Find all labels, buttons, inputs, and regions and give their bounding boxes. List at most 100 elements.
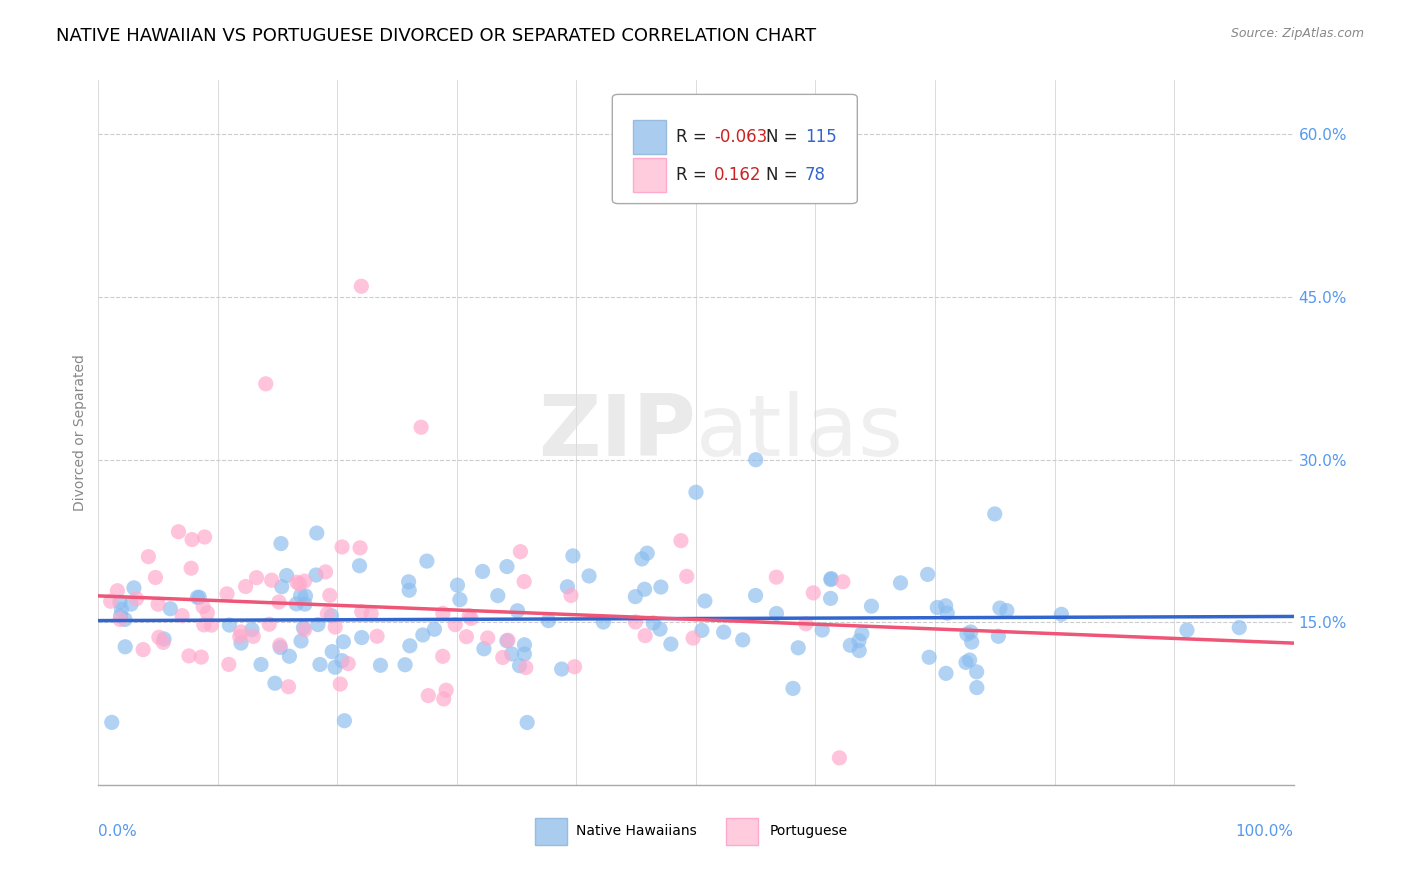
Point bbox=[110, 602, 132, 616]
Point bbox=[820, 591, 842, 606]
Point bbox=[200, 618, 222, 632]
Point bbox=[260, 573, 283, 587]
Point bbox=[1050, 607, 1073, 622]
Point bbox=[935, 599, 957, 613]
Point bbox=[242, 629, 264, 643]
Point bbox=[264, 676, 287, 690]
Point bbox=[416, 554, 439, 568]
Point bbox=[180, 561, 202, 575]
Point bbox=[659, 637, 682, 651]
Text: N =: N = bbox=[766, 128, 803, 145]
Point bbox=[782, 681, 804, 696]
Point bbox=[398, 583, 420, 598]
Text: N =: N = bbox=[766, 167, 803, 185]
Point bbox=[152, 635, 174, 649]
Point bbox=[434, 683, 457, 698]
Point bbox=[918, 650, 941, 665]
Point bbox=[966, 681, 988, 695]
Point bbox=[955, 656, 977, 670]
Point bbox=[215, 587, 238, 601]
Point bbox=[108, 613, 131, 627]
Point bbox=[350, 605, 373, 619]
Text: ZIP: ZIP bbox=[538, 391, 696, 475]
Point bbox=[218, 618, 240, 632]
Point bbox=[564, 659, 586, 673]
Point bbox=[195, 606, 218, 620]
Point bbox=[811, 623, 834, 637]
Point bbox=[337, 657, 360, 671]
Point bbox=[148, 630, 170, 644]
Text: atlas: atlas bbox=[696, 391, 904, 475]
Point bbox=[418, 689, 440, 703]
Point bbox=[309, 657, 332, 672]
Point bbox=[537, 614, 560, 628]
Point bbox=[186, 591, 208, 605]
Point bbox=[624, 590, 647, 604]
Point bbox=[631, 552, 654, 566]
Text: 0.0%: 0.0% bbox=[98, 823, 138, 838]
Point bbox=[432, 607, 454, 621]
Point bbox=[560, 589, 582, 603]
Point bbox=[270, 580, 292, 594]
Point bbox=[188, 591, 211, 605]
Point bbox=[132, 642, 155, 657]
Point bbox=[100, 594, 122, 608]
Point bbox=[250, 657, 273, 672]
Point bbox=[360, 607, 382, 621]
FancyBboxPatch shape bbox=[633, 159, 666, 193]
Point bbox=[145, 570, 167, 584]
Point bbox=[329, 677, 352, 691]
Point bbox=[277, 680, 299, 694]
Point bbox=[987, 629, 1010, 643]
Point bbox=[193, 618, 215, 632]
Point bbox=[285, 597, 308, 611]
Point bbox=[956, 627, 979, 641]
Point bbox=[745, 452, 768, 467]
Point bbox=[578, 569, 600, 583]
Point bbox=[294, 597, 316, 611]
Point bbox=[294, 623, 316, 637]
Point bbox=[218, 657, 240, 672]
Point bbox=[513, 638, 536, 652]
Point bbox=[307, 617, 329, 632]
Point bbox=[423, 622, 446, 636]
Point bbox=[988, 601, 1011, 615]
Point bbox=[765, 607, 787, 621]
Point bbox=[765, 570, 787, 584]
Point bbox=[267, 595, 290, 609]
Point bbox=[270, 536, 292, 550]
Point bbox=[433, 692, 456, 706]
Point bbox=[138, 549, 160, 564]
Point bbox=[108, 595, 131, 609]
Point bbox=[153, 632, 176, 646]
Point bbox=[471, 565, 494, 579]
Point bbox=[643, 615, 665, 630]
Point bbox=[444, 617, 467, 632]
Point bbox=[278, 649, 301, 664]
Point bbox=[995, 604, 1018, 618]
Point bbox=[744, 589, 766, 603]
Point bbox=[959, 653, 981, 667]
Point bbox=[107, 583, 129, 598]
Point bbox=[860, 599, 883, 614]
Point bbox=[551, 662, 574, 676]
Point bbox=[330, 540, 353, 554]
Point bbox=[828, 751, 851, 765]
Point bbox=[472, 641, 495, 656]
Point bbox=[839, 638, 862, 652]
Point bbox=[675, 569, 697, 583]
Point bbox=[269, 638, 291, 652]
Text: 100.0%: 100.0% bbox=[1236, 823, 1294, 838]
Point bbox=[935, 666, 957, 681]
Point bbox=[713, 625, 735, 640]
Point bbox=[682, 631, 704, 645]
Point bbox=[820, 573, 842, 587]
Text: R =: R = bbox=[676, 167, 711, 185]
Point bbox=[333, 714, 356, 728]
Point bbox=[633, 582, 655, 597]
Point bbox=[269, 640, 291, 655]
Point bbox=[456, 630, 478, 644]
Point bbox=[394, 657, 416, 672]
Point bbox=[292, 621, 315, 635]
Y-axis label: Divorced or Separated: Divorced or Separated bbox=[73, 354, 87, 511]
